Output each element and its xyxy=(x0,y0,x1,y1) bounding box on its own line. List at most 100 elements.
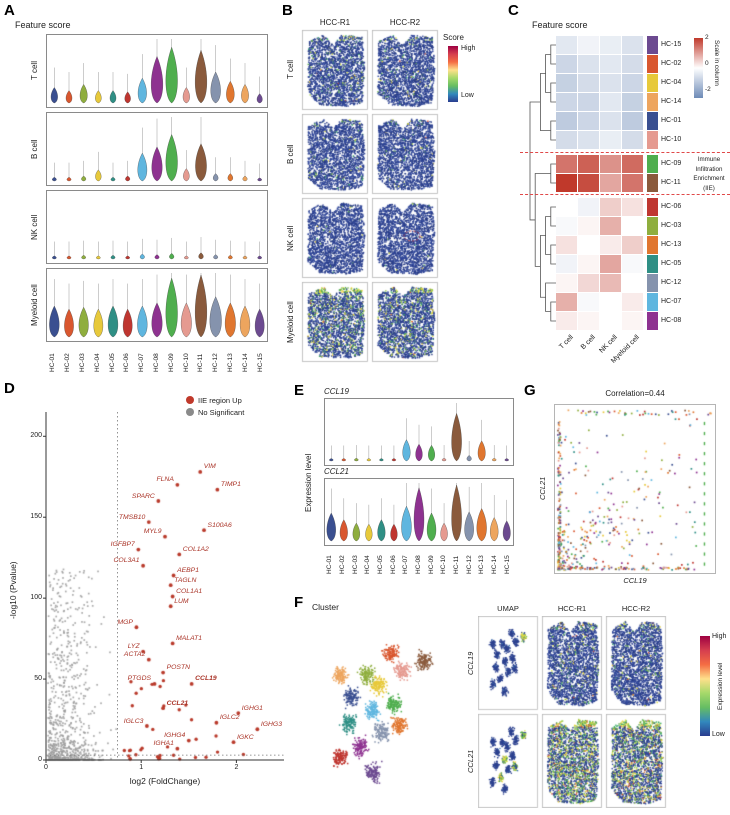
umap-cluster-canvas xyxy=(300,616,462,812)
violin-row-label: Myeloid cell xyxy=(30,284,39,326)
x-tick-label: HC-15 xyxy=(256,353,264,373)
heatmap-cell xyxy=(556,55,577,73)
legend-tick-label: 0 xyxy=(705,60,709,67)
heatmap-cell xyxy=(578,198,599,216)
expression-map-header: UMAP xyxy=(497,604,519,613)
volcano-y-tick: 0 xyxy=(38,756,42,763)
gene-label: MYL9 xyxy=(143,528,162,536)
heatmap-cell xyxy=(578,174,599,192)
heatmap-cell xyxy=(556,93,577,111)
heatmap-cell xyxy=(600,131,621,149)
violin-plot-b-cell xyxy=(52,117,262,182)
cluster-chip xyxy=(647,155,658,173)
heatmap-cell xyxy=(556,274,577,292)
heatmap-cell xyxy=(556,74,577,92)
x-tick-label: HC-09 xyxy=(427,555,435,575)
heatmap-cell xyxy=(622,236,643,254)
gene-label: LYZ xyxy=(127,643,140,651)
x-tick-label: HC-11 xyxy=(197,353,205,373)
violin-row-label: NK cell xyxy=(30,214,39,240)
violin-row-label: B cell xyxy=(30,139,39,159)
score-colorbar xyxy=(448,46,458,102)
volcano-x-tick: 2 xyxy=(234,764,239,771)
panel-f-letter: F xyxy=(294,594,304,611)
expression-violin-box xyxy=(324,398,514,466)
cluster-chip xyxy=(647,293,658,311)
x-tick-label: HC-14 xyxy=(241,353,249,373)
heatmap-row-label: HC-07 xyxy=(661,298,682,305)
x-tick-label: HC-06 xyxy=(123,353,131,373)
cluster-chip xyxy=(647,112,658,130)
gene-label: LUM xyxy=(174,597,189,605)
spatial-maps-canvas xyxy=(298,26,448,366)
ccl21-violin-title: CCL21 xyxy=(324,467,349,476)
dendrogram xyxy=(529,44,556,322)
heatmap-cell xyxy=(578,112,599,130)
cluster-chip xyxy=(647,131,658,149)
heatmap-cell xyxy=(600,293,621,311)
heatmap-cell xyxy=(578,74,599,92)
cluster-chip xyxy=(647,174,658,192)
cluster-chip xyxy=(647,74,658,92)
heatmap-row-label: HC-08 xyxy=(661,317,682,324)
expression-colorbar-high: High xyxy=(712,633,727,640)
spatial-column-header: HCC-R2 xyxy=(389,18,421,27)
x-tick-label: HC-14 xyxy=(491,555,498,575)
heatmap-cell xyxy=(622,131,643,149)
heatmap-row-label: HC-01 xyxy=(661,117,682,124)
volcano-canvas xyxy=(0,380,292,815)
cluster-chip xyxy=(647,198,658,216)
heatmap-cell xyxy=(622,293,643,311)
heatmap-cell xyxy=(578,55,599,73)
gene-label: PTGDS xyxy=(127,675,152,683)
heatmap-cell xyxy=(600,93,621,111)
heatmap-cell xyxy=(556,198,577,216)
heatmap-cell xyxy=(600,155,621,173)
x-tick-label: HC-06 xyxy=(389,555,397,575)
heatmap-cell xyxy=(600,55,621,73)
x-tick-label: HC-05 xyxy=(108,353,116,373)
correlation-canvas xyxy=(555,405,715,573)
heatmap-cell xyxy=(556,236,577,254)
cluster-chip xyxy=(647,93,658,111)
heatmap-cell xyxy=(578,312,599,330)
gene-label: CCL19 xyxy=(195,675,217,683)
gene-label: ACTA2 xyxy=(123,651,146,659)
expression-map-header: HCC-R1 xyxy=(557,604,587,613)
heatmap-cell xyxy=(600,112,621,130)
heatmap-cell xyxy=(622,112,643,130)
gene-label: IGLC3 xyxy=(123,717,144,725)
gene-label: COL1A2 xyxy=(182,545,209,553)
violin-plot-nk-cell xyxy=(52,237,262,260)
heatmap-cell xyxy=(600,312,621,330)
heatmap-cell xyxy=(622,255,643,273)
spatial-row-label: B cell xyxy=(286,144,295,164)
violin-row-box xyxy=(46,268,268,342)
expression-maps-canvas xyxy=(478,616,668,808)
expression-violin-ccl21 xyxy=(326,483,511,542)
x-tick-label: HC-03 xyxy=(79,353,86,373)
heatmap-cell xyxy=(556,312,577,330)
heatmap-row-label: HC-05 xyxy=(661,260,682,267)
x-tick-label: HC-13 xyxy=(227,353,234,373)
violin-row-box xyxy=(46,34,268,108)
volcano-y-tick: 150 xyxy=(30,513,42,521)
expression-colorbar-low: Low xyxy=(712,731,725,738)
expression-colorbar xyxy=(700,636,710,736)
expression-y-label: Expression level xyxy=(304,453,313,513)
spatial-row-label: T cell xyxy=(286,60,295,80)
correlation-x-label: CCL19 xyxy=(623,576,647,585)
gene-label: S100A6 xyxy=(207,521,232,529)
gene-label: COL3A1 xyxy=(113,557,140,565)
heatmap-row-label: HC-03 xyxy=(661,222,682,229)
heatmap-cell xyxy=(556,155,577,173)
heatmap-cell xyxy=(622,55,643,73)
heatmap-cell xyxy=(622,36,643,54)
violin-row-box xyxy=(46,190,268,264)
heatmap-cell xyxy=(600,255,621,273)
heatmap-cell xyxy=(556,255,577,273)
x-tick-label: HC-07 xyxy=(138,353,146,373)
heatmap-cell xyxy=(556,112,577,130)
heatmap-cell xyxy=(578,36,599,54)
